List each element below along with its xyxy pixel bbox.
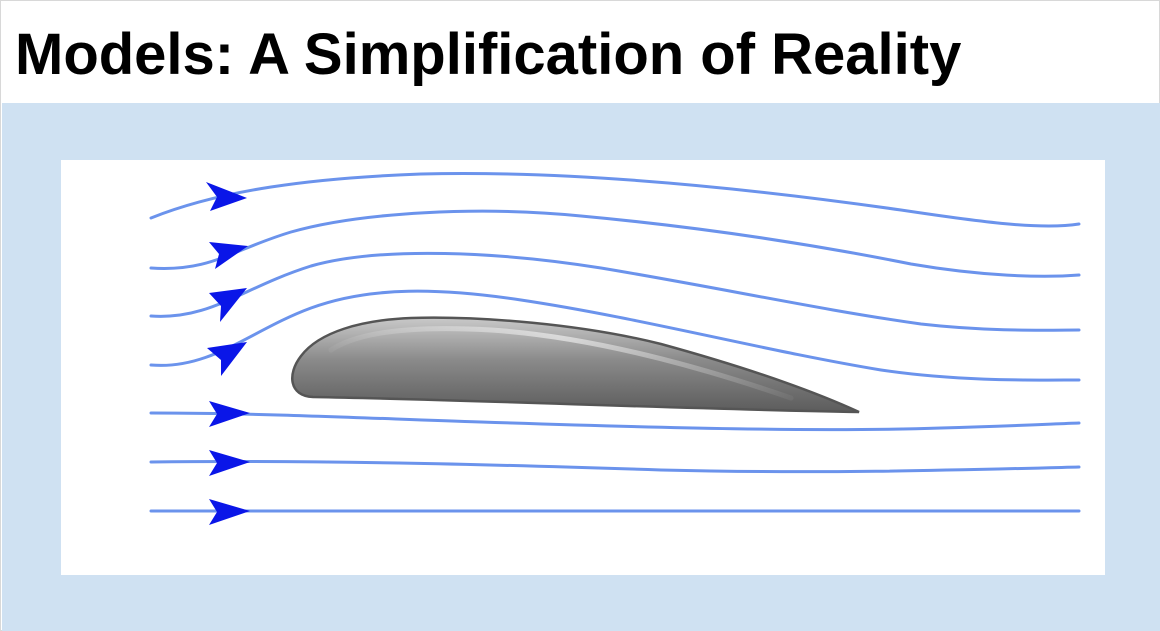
arrowhead-7 [209,499,250,525]
arrowhead-1 [206,182,247,211]
arrowhead-6 [209,450,250,476]
airfoil-highlight [328,326,794,401]
streamline-3 [149,251,1081,332]
arrowhead-5 [209,401,250,427]
arrowhead-2 [209,242,248,269]
airfoil-figure [61,160,1105,575]
arrowhead-4 [207,342,247,376]
streamline-2 [149,209,1081,278]
airfoil-shape [291,316,860,414]
content-panel [2,103,1160,631]
arrowhead-3 [209,288,247,322]
streamline-4 [149,289,1081,382]
streamline-5 [149,411,1081,432]
streamline-1 [149,171,1081,228]
airfoil-streamlines-icon [149,171,1081,525]
arrowheads [206,182,250,525]
slide-title: Models: A Simplification of Reality [15,22,962,87]
streamline-6 [149,459,1081,474]
